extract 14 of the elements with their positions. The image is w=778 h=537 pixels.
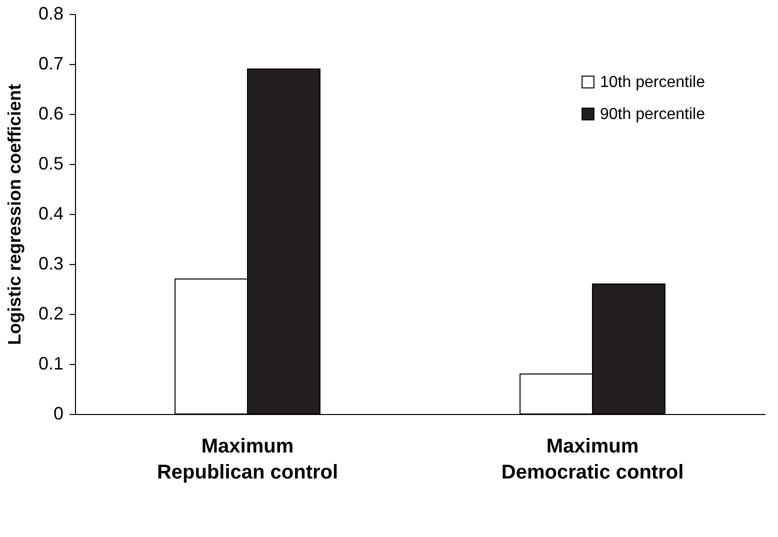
- y-tick-label: 0.3: [38, 254, 64, 274]
- legend-label: 90th percentile: [600, 106, 706, 123]
- y-axis-title: Logistic regression coefficient: [4, 84, 24, 346]
- y-tick-label: 0.4: [38, 204, 64, 224]
- y-tick-label: 0.7: [38, 54, 64, 74]
- y-tick-label: 0: [53, 404, 64, 424]
- legend-label: 10th percentile: [600, 74, 706, 91]
- y-tick-label: 0.2: [38, 304, 64, 324]
- y-tick-label: 0.1: [38, 354, 64, 374]
- y-tick-label: 0.6: [38, 104, 64, 124]
- y-tick-label: 0.5: [38, 154, 64, 174]
- x-tick-label: Maximum Republican control: [156, 436, 338, 484]
- y-tick-label: 0.8: [38, 4, 64, 24]
- x-tick-label: Maximum Democratic control: [501, 436, 684, 484]
